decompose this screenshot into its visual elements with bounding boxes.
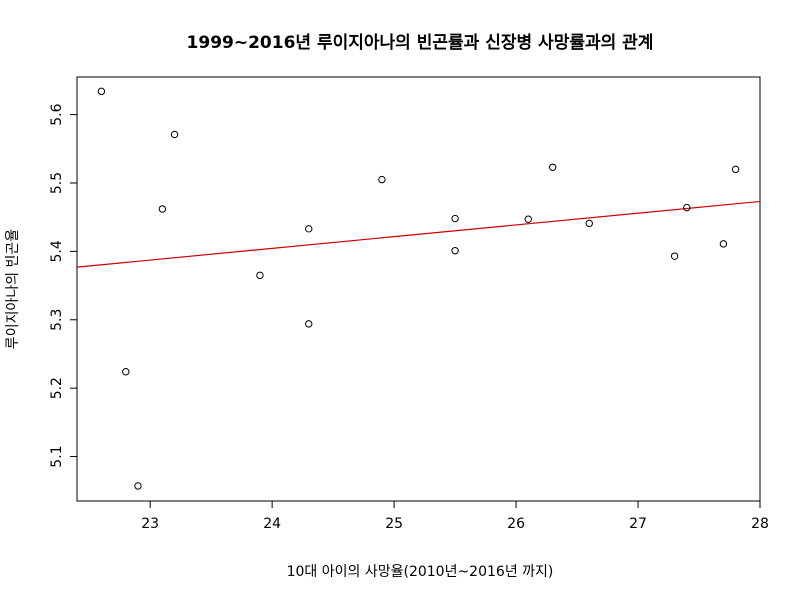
y-axis-label: 루이지아나의 빈곤율 — [5, 229, 21, 349]
y-tick-label: 5.4 — [49, 240, 65, 262]
data-point — [548, 163, 557, 171]
y-tick-label: 5.1 — [49, 445, 65, 467]
data-point — [305, 225, 313, 233]
data-point — [122, 368, 130, 376]
y-tick-label: 5.6 — [49, 103, 65, 125]
plot-frame — [76, 76, 761, 502]
regression-line — [76, 200, 761, 268]
y-tick-label: 5.3 — [49, 309, 65, 331]
x-tick-label: 24 — [263, 516, 281, 532]
data-point — [683, 203, 691, 212]
data-point — [731, 165, 740, 174]
chart-title: 1999~2016년 루이지아나의 빈곤률과 신장병 사망률과의 관계 — [187, 33, 654, 53]
data-point — [256, 271, 264, 280]
x-axis: 23 24 25 26 27 28 — [141, 501, 769, 532]
y-tick-label: 5.5 — [49, 172, 65, 194]
data-points — [97, 87, 740, 490]
data-point — [158, 205, 167, 213]
x-tick-label: 25 — [385, 516, 403, 532]
x-tick-label: 28 — [751, 516, 769, 532]
data-point — [524, 215, 532, 223]
data-point — [670, 252, 679, 260]
x-tick-label: 27 — [629, 516, 647, 532]
y-tick-label: 5.2 — [49, 377, 65, 399]
data-point — [134, 482, 142, 490]
x-axis-label: 10대 아이의 사망율(2010년~2016년 까지) — [287, 564, 554, 580]
x-tick-label: 23 — [141, 516, 159, 532]
data-point — [719, 240, 728, 248]
data-point — [97, 87, 106, 96]
data-point — [451, 214, 459, 223]
x-tick-label: 26 — [507, 516, 525, 532]
data-point — [378, 175, 386, 184]
data-point — [585, 219, 593, 228]
y-axis: 5.1 5.2 5.3 5.4 5.5 5.6 — [49, 103, 77, 468]
data-point — [451, 247, 459, 255]
data-point — [170, 130, 179, 139]
data-point — [305, 320, 313, 328]
